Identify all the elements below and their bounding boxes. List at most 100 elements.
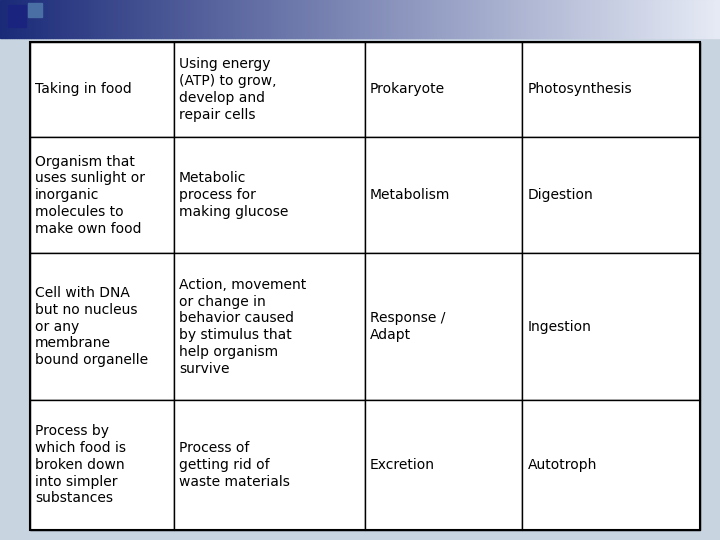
Bar — [660, 0, 662, 38]
Bar — [144, 0, 146, 38]
Bar — [653, 0, 655, 38]
Text: Taking in food: Taking in food — [35, 83, 132, 97]
Bar — [27, 0, 29, 38]
Bar — [468, 0, 470, 38]
Bar — [99, 0, 101, 38]
Bar — [326, 0, 329, 38]
Bar — [547, 0, 549, 38]
Bar — [355, 0, 358, 38]
Bar — [679, 0, 682, 38]
Bar — [619, 0, 621, 38]
Bar — [163, 0, 166, 38]
Bar — [554, 0, 557, 38]
Bar — [670, 0, 672, 38]
Bar — [545, 0, 547, 38]
Bar — [403, 0, 405, 38]
Bar — [142, 0, 144, 38]
Bar — [209, 0, 211, 38]
Bar — [365, 253, 523, 400]
Bar — [221, 0, 223, 38]
Bar — [696, 0, 698, 38]
Bar — [214, 0, 216, 38]
Bar — [706, 0, 708, 38]
Bar — [655, 0, 657, 38]
Bar — [30, 400, 174, 530]
Bar — [415, 0, 418, 38]
Bar — [684, 0, 686, 38]
Bar — [211, 0, 214, 38]
Bar — [307, 0, 310, 38]
Bar — [708, 0, 711, 38]
Bar — [30, 253, 174, 400]
Bar — [516, 0, 518, 38]
Bar — [216, 0, 218, 38]
Bar — [461, 0, 463, 38]
Bar — [446, 0, 449, 38]
Bar — [41, 0, 43, 38]
Bar — [7, 0, 9, 38]
Bar — [487, 0, 490, 38]
Text: Metabolism: Metabolism — [370, 188, 451, 202]
Bar — [617, 0, 619, 38]
Bar — [369, 0, 372, 38]
Bar — [506, 0, 509, 38]
Bar — [650, 0, 653, 38]
Bar — [492, 0, 495, 38]
Bar — [473, 0, 475, 38]
Bar — [490, 0, 492, 38]
Bar — [254, 0, 257, 38]
Bar — [228, 0, 230, 38]
Bar — [605, 0, 607, 38]
Text: Action, movement
or change in
behavior caused
by stimulus that
help organism
sur: Action, movement or change in behavior c… — [179, 278, 306, 375]
Bar — [322, 0, 324, 38]
Bar — [28, 3, 42, 17]
Text: Cell with DNA
but no nucleus
or any
membrane
bound organelle: Cell with DNA but no nucleus or any memb… — [35, 286, 148, 367]
Text: Excretion: Excretion — [370, 458, 435, 472]
Bar — [29, 0, 31, 38]
Bar — [225, 0, 228, 38]
Bar — [194, 0, 197, 38]
Bar — [341, 0, 343, 38]
Bar — [58, 0, 60, 38]
Bar — [693, 0, 696, 38]
Bar — [367, 0, 369, 38]
Bar — [5, 0, 7, 38]
Bar — [259, 0, 261, 38]
Bar — [174, 42, 365, 137]
Bar — [302, 0, 305, 38]
Bar — [238, 0, 240, 38]
Bar — [166, 0, 168, 38]
Bar — [477, 0, 480, 38]
Bar — [509, 0, 511, 38]
Bar — [19, 0, 22, 38]
Bar — [526, 0, 528, 38]
Bar — [365, 137, 523, 253]
Bar — [74, 0, 77, 38]
Bar — [276, 0, 279, 38]
Bar — [353, 0, 355, 38]
Bar — [130, 0, 132, 38]
Bar — [34, 0, 36, 38]
Bar — [391, 0, 394, 38]
Bar — [588, 0, 590, 38]
Bar — [559, 0, 562, 38]
Bar — [174, 253, 365, 400]
Bar — [180, 0, 182, 38]
Bar — [434, 0, 437, 38]
Bar — [230, 0, 233, 38]
Bar — [293, 0, 295, 38]
Bar — [174, 137, 365, 253]
Bar — [115, 0, 117, 38]
Bar — [72, 0, 74, 38]
Bar — [610, 0, 612, 38]
Bar — [192, 0, 194, 38]
Text: Process of
getting rid of
waste materials: Process of getting rid of waste material… — [179, 441, 290, 489]
Bar — [585, 0, 588, 38]
Bar — [122, 0, 125, 38]
Bar — [30, 137, 174, 253]
Text: Organism that
uses sunlight or
inorganic
molecules to
make own food: Organism that uses sunlight or inorganic… — [35, 154, 145, 235]
Bar — [146, 0, 149, 38]
Bar — [108, 0, 110, 38]
Bar — [427, 0, 430, 38]
Bar — [17, 0, 19, 38]
